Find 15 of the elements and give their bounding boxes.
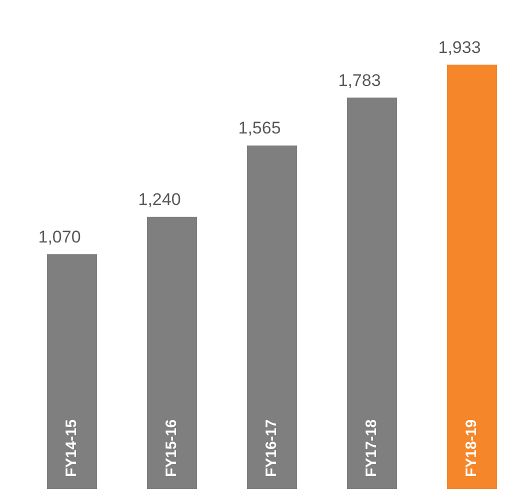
bar bbox=[447, 64, 497, 489]
x-tick-label: FY16-17 bbox=[263, 419, 280, 477]
bar bbox=[247, 145, 297, 489]
bar bbox=[47, 254, 97, 489]
x-tick-label: FY15-16 bbox=[163, 419, 180, 477]
x-tick-label: FY18-19 bbox=[463, 419, 480, 477]
data-label: 1,565 bbox=[238, 118, 281, 138]
data-label: 1,783 bbox=[338, 70, 381, 90]
data-label: 1,240 bbox=[138, 190, 181, 210]
bar bbox=[147, 216, 197, 489]
x-tick-label: FY14-15 bbox=[63, 419, 80, 477]
bar bbox=[347, 98, 397, 489]
x-tick-label: FY17-18 bbox=[363, 419, 380, 477]
data-label: 1,933 bbox=[438, 38, 481, 57]
data-label: 1,070 bbox=[38, 227, 81, 246]
